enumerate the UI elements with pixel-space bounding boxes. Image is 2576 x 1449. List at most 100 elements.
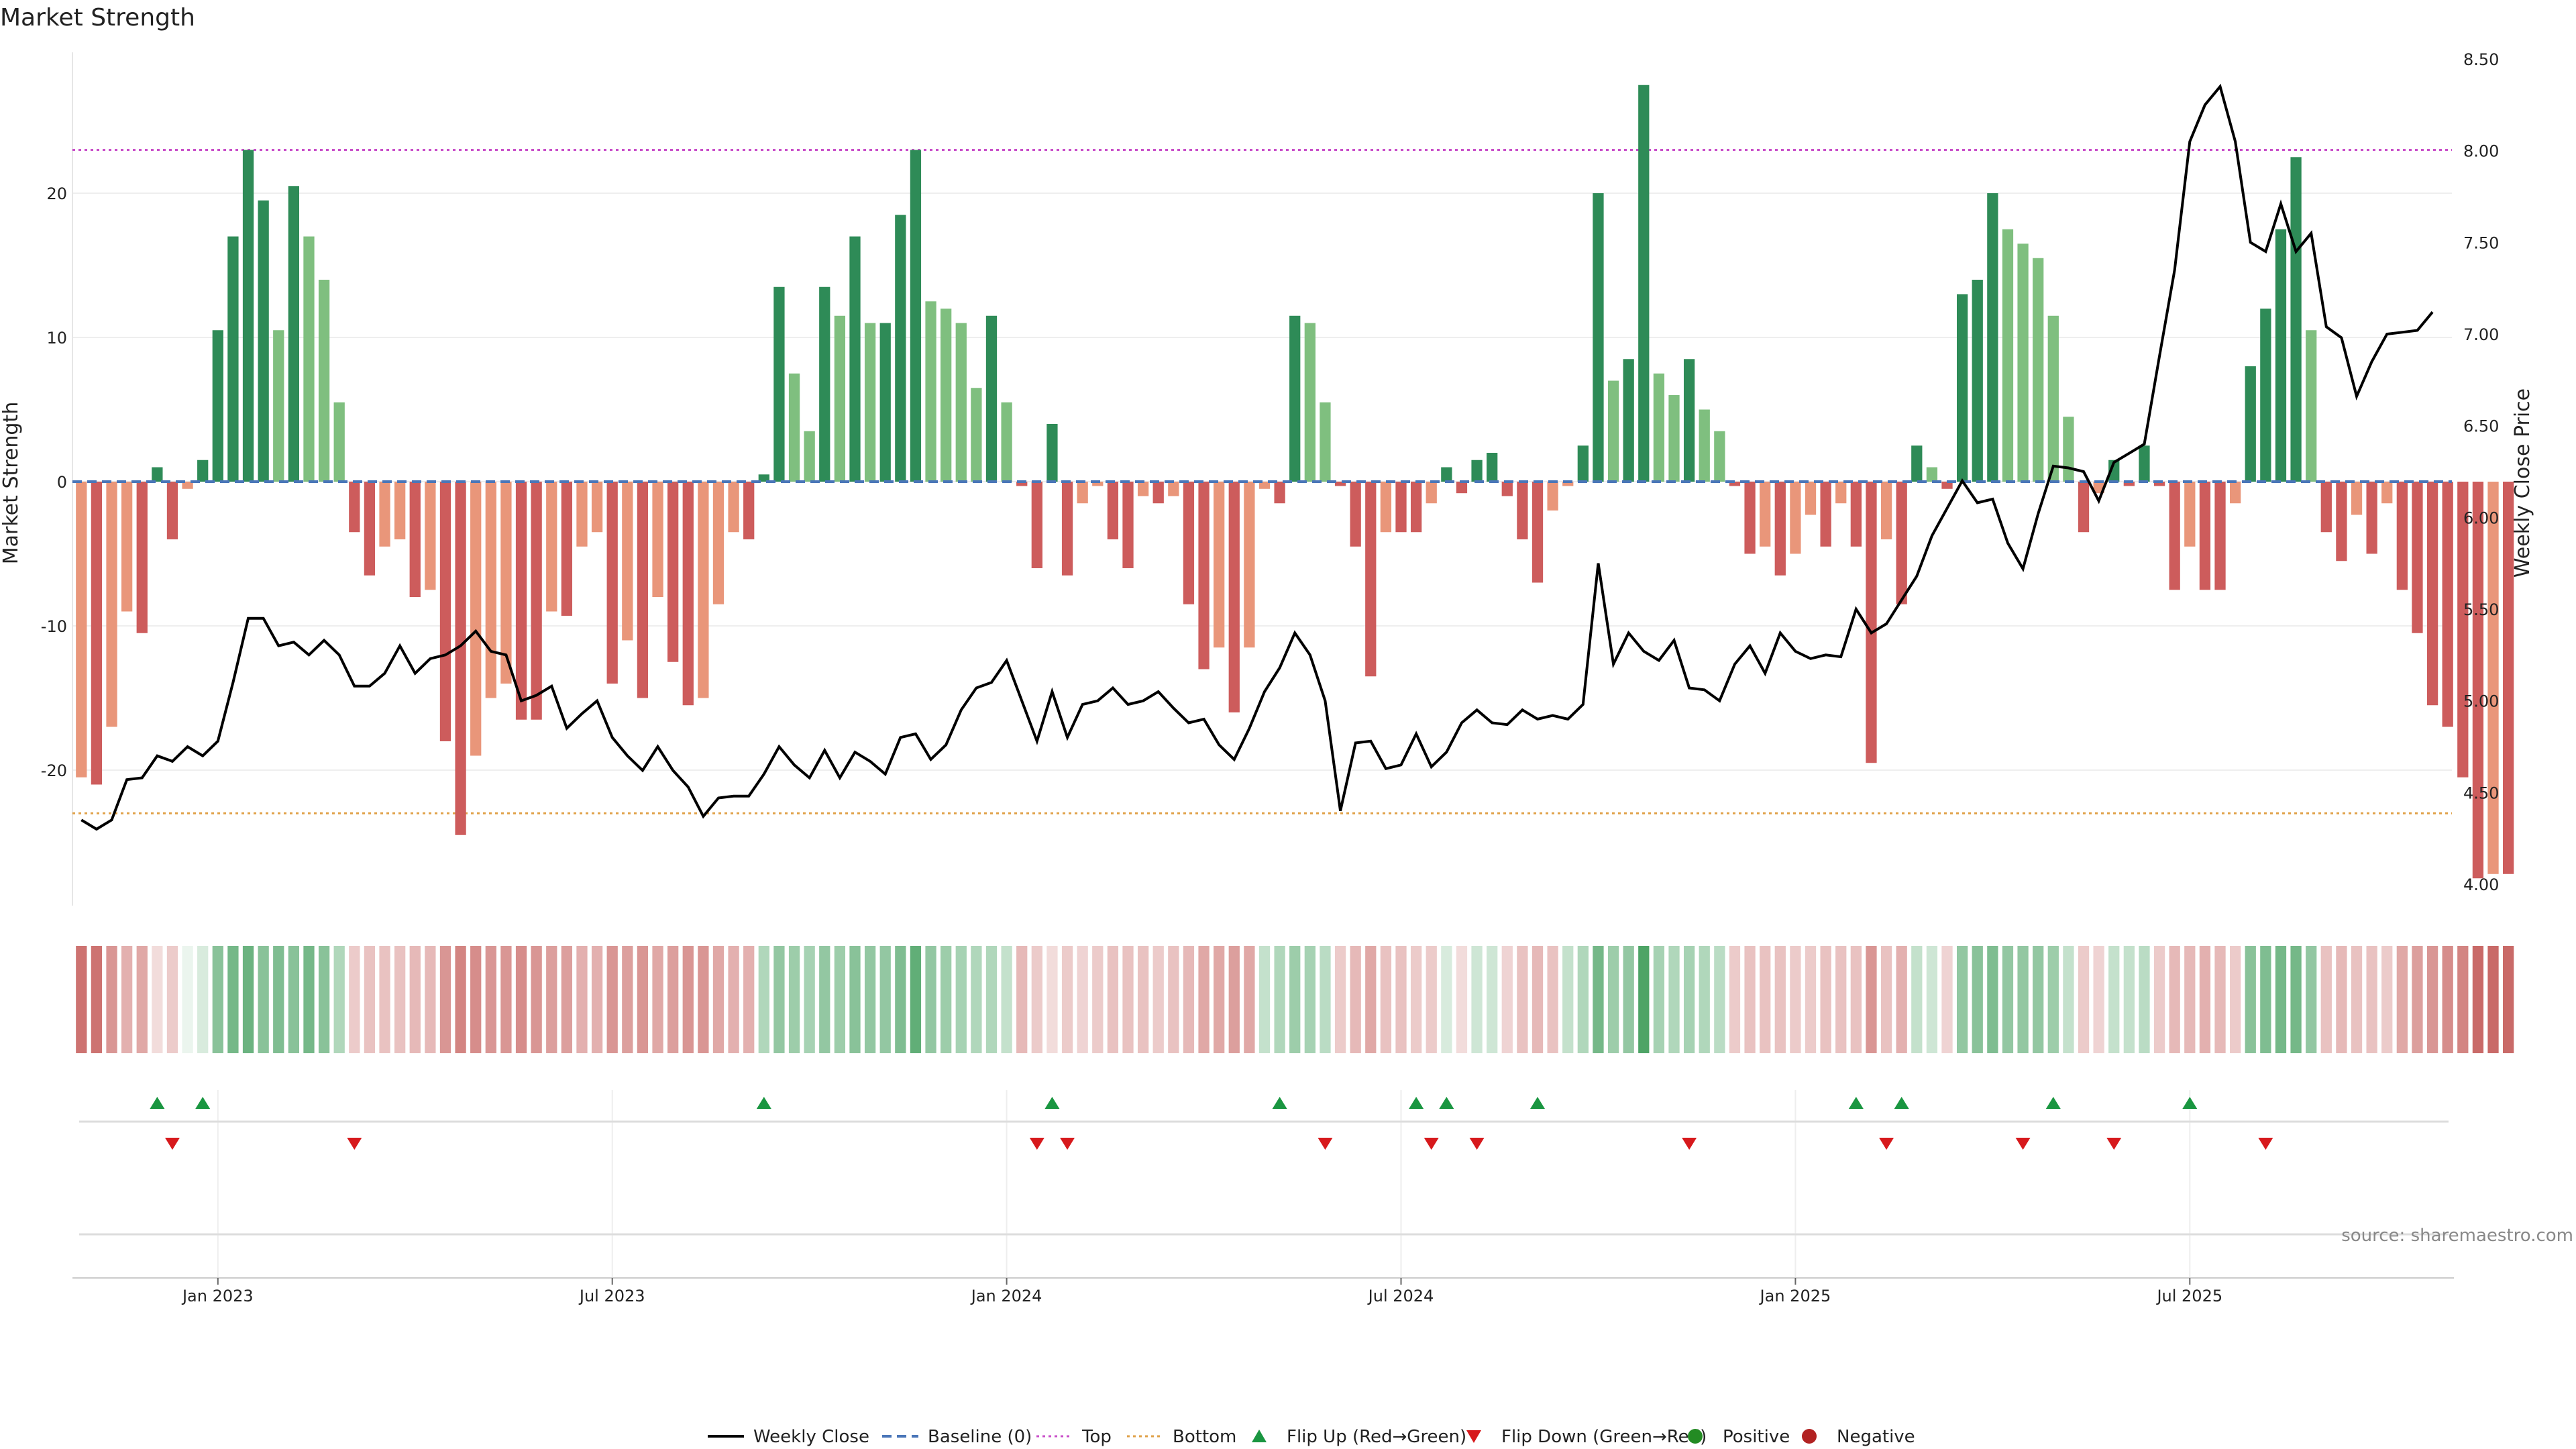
right-tick-label: 6.00 [2463,508,2499,527]
strength-bar [1031,482,1042,568]
heat-cell [2078,946,2090,1053]
strength-bar [622,482,633,641]
heat-cell [379,946,390,1053]
left-y-ticks: 20 10 0 -10 -20 [41,184,67,780]
heat-cell [1987,946,1998,1053]
strength-heat-strip [76,946,2514,1053]
heat-cell [1835,946,1847,1053]
strength-bar [698,482,709,698]
heat-cell [1911,946,1923,1053]
strength-bar [2002,229,2014,482]
strength-bar [546,482,557,612]
heat-cell [2426,946,2438,1053]
flip-down-marker [1682,1138,1697,1150]
heat-cell [121,946,133,1053]
heat-cell [2245,946,2256,1053]
flip-up-marker [1894,1097,1909,1109]
strength-bar [2214,482,2226,590]
heat-cell [1866,946,1877,1053]
strength-bar [152,467,163,482]
heat-cell [1350,946,1361,1053]
strength-bar [2017,244,2029,482]
heat-cell [1092,946,1104,1053]
legend-label: Negative [1837,1427,1915,1447]
strength-bar [212,330,223,482]
heat-cell [743,946,755,1053]
left-axis-label: Market Strength [0,402,23,564]
strength-bar [2366,482,2377,554]
strength-bar [1517,482,1528,539]
heat-cell [1365,946,1377,1053]
heat-cell [515,946,527,1053]
strength-bar [2199,482,2211,590]
heat-cell [652,946,663,1053]
heat-cell [1426,946,1437,1053]
strength-bar [273,330,284,482]
left-tick-label: 0 [57,473,67,492]
strength-bar [1532,482,1544,583]
heat-cell [667,946,679,1053]
strength-bar [1077,482,1088,504]
strength-bar [242,150,254,482]
heat-cell [895,946,906,1053]
heat-cell [1077,946,1088,1053]
flip-down-marker [1879,1138,1894,1150]
strength-bar [1137,482,1149,496]
heat-cell [455,946,466,1053]
strength-bar [1744,482,1756,554]
heat-cell [1744,946,1756,1053]
strength-bar [1956,294,1968,482]
heat-cell [849,946,861,1053]
heat-cell [1820,946,1831,1053]
heat-cell [2290,946,2302,1053]
strength-bar [258,200,269,482]
heat-cell [698,946,709,1053]
right-tick-label: 4.50 [2463,784,2499,802]
heat-cell [1638,946,1650,1053]
flip-down-marker [1060,1138,1075,1150]
heat-cell [2412,946,2423,1053]
heat-cell [2396,946,2408,1053]
flip-down-marker [1424,1138,1439,1150]
strength-bar [2487,482,2499,874]
strength-bar [227,236,239,482]
strength-bar [349,482,360,533]
strength-bar [2063,417,2074,482]
strength-bar [531,482,542,720]
heat-cell [2153,946,2165,1053]
heat-cell [1001,946,1012,1053]
strength-bar [1501,482,1513,496]
heat-cell [1061,946,1073,1053]
heat-cell [2275,946,2287,1053]
right-tick-label: 8.00 [2463,142,2499,161]
left-tick-label: -20 [41,761,67,780]
strength-bar [652,482,663,597]
x-tick-label: Jul 2024 [1367,1287,1434,1305]
heat-cell [864,946,876,1053]
strength-bar [2290,157,2302,482]
heat-cell [819,946,830,1053]
heat-cell [773,946,785,1053]
strength-bar [409,482,421,597]
heat-cell [591,946,603,1053]
strength-bar [2396,482,2408,590]
heat-cell [1760,946,1771,1053]
strength-bar [743,482,755,539]
strength-bar [2457,482,2469,777]
strength-bar [879,323,891,482]
chart-title: Market Strength [0,4,195,32]
legend-item: Flip Up (Red→Green) [1252,1427,1466,1447]
strength-bar [1972,280,1983,482]
strength-bar [591,482,603,533]
flip-down-marker [2258,1138,2273,1150]
flip-down-marker [1029,1138,1044,1150]
strength-bar [455,482,466,835]
legend-circle-icon [1802,1429,1817,1444]
heat-cell [2214,946,2226,1053]
strength-bar [1183,482,1195,604]
heat-cell [1562,946,1574,1053]
strength-bar [2123,482,2135,486]
strength-bar [1168,482,1179,496]
strength-bar [1683,359,1695,482]
strength-bar [2033,258,2044,482]
